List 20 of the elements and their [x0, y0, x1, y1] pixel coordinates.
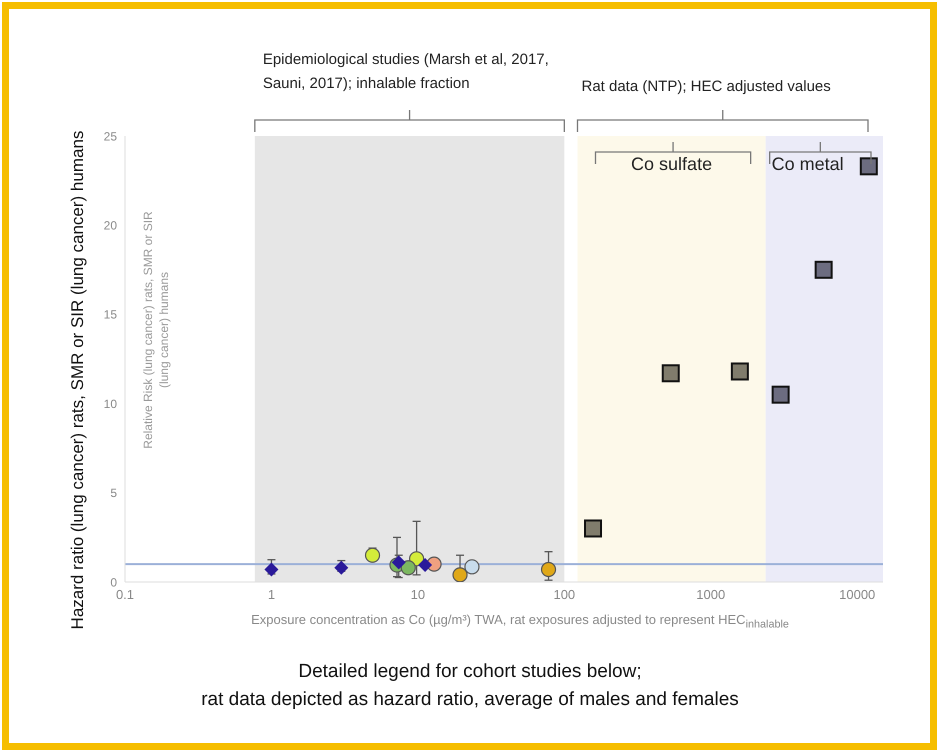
- band-label: Co sulfate: [630, 154, 714, 175]
- y-tick-label: 0: [110, 575, 118, 590]
- x-tick-label: 100: [553, 587, 576, 602]
- x-tick-label: 1000: [696, 587, 726, 602]
- band-label: Co metal: [772, 154, 844, 175]
- y-tick-label: 15: [104, 308, 118, 322]
- text: Rat data (NTP); HEC adjusted values: [581, 78, 831, 95]
- text: Detailed legend for cohort studies below; rat data depicted as hazard ratio, average of males and females: [200, 660, 740, 712]
- annotation: Relative Risk (lung cancer) rats, SMR or SIR (lung cancer) humans: [140, 210, 172, 451]
- y-tick-label: 5: [110, 486, 118, 500]
- x-tick-label: 0.1: [116, 587, 134, 602]
- y-tick-label: 20: [104, 218, 118, 232]
- x-tick-label: 1: [268, 587, 276, 602]
- y-tick-label: 10: [104, 396, 118, 411]
- y-axis-title: Hazard ratio (lung cancer) rats, SMR or SIR (lung cancer) humans: [68, 130, 88, 632]
- x-tick-label: 10: [410, 587, 426, 602]
- y-tick-label: 25: [104, 129, 118, 144]
- band-label: Epidemiological studies (Marsh et al, 2017, Sauni, 2017); inhalable fraction: [262, 50, 550, 94]
- x-axis-title: Exposure concentration as Co (µg/m³) TWA, rat exposures adjusted to represent HEC$_{inhalable}$: [250, 612, 790, 631]
- x-tick-label: 10000: [839, 587, 876, 602]
